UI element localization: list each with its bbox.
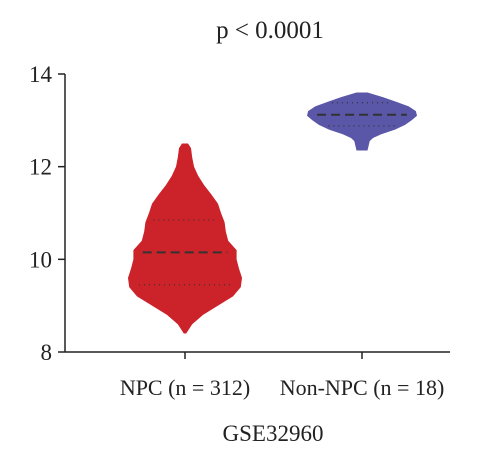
chart-title: p < 0.0001 xyxy=(216,17,324,44)
x-axis: NPC (n = 312) Non-NPC (n = 18) xyxy=(65,351,450,400)
y-tick-label: 8 xyxy=(41,340,53,365)
violin-1 xyxy=(128,143,242,334)
violins-group xyxy=(128,92,417,334)
y-tick-label: 14 xyxy=(29,62,53,87)
x-axis-label: GSE32960 xyxy=(223,421,324,446)
x-category-label: NPC (n = 312) xyxy=(120,375,250,400)
x-category-label: Non-NPC (n = 18) xyxy=(280,375,445,400)
y-tick-label: 12 xyxy=(29,155,52,180)
violin-2 xyxy=(307,92,417,151)
y-axis: 8 10 12 14 xyxy=(29,62,66,365)
y-tick-label: 10 xyxy=(29,247,52,272)
